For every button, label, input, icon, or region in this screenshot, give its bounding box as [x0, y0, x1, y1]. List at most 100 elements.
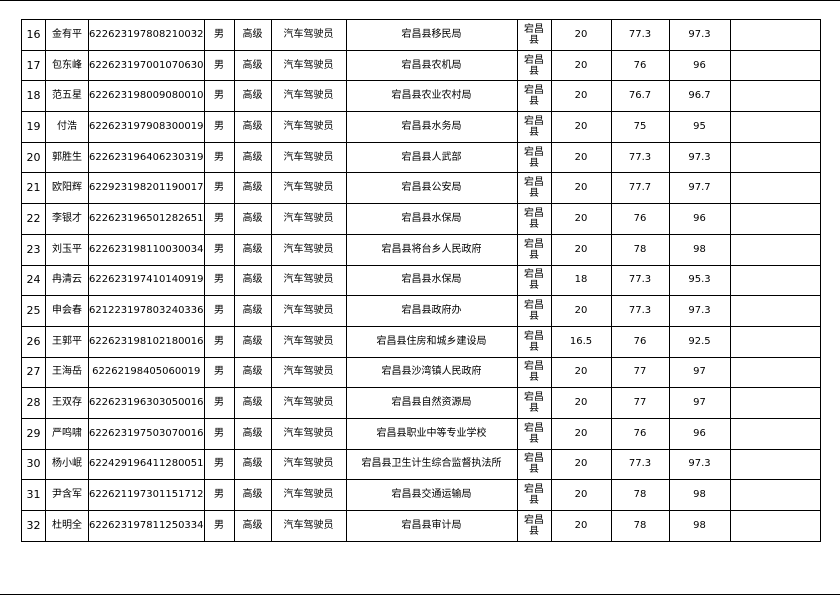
table-row: 19 付浩 622623197908300019 男高级 汽车驾驶员 宕昌县水务局 宕昌县 2…	[21, 111, 821, 143]
row-number: 16	[21, 19, 46, 51]
job-cell: 汽车驾驶员	[270, 479, 347, 511]
table-row: 32 杜明全 622623197811250334 男高级 汽车驾驶员 宕昌县审计局 宕昌县…	[21, 510, 821, 542]
county-cell: 宕昌县	[516, 417, 552, 450]
name-cell: 金有平	[45, 19, 89, 51]
score2-cell: 77.3	[610, 295, 670, 327]
score1-cell: 20	[550, 80, 612, 113]
gender-cell: 男	[203, 264, 235, 297]
level-cell: 高级	[233, 111, 272, 143]
row-number: 28	[21, 387, 46, 419]
row-number: 19	[21, 111, 46, 143]
gender-cell: 男	[203, 49, 235, 82]
id-number-cell: 622623197410140919	[88, 264, 205, 297]
name-cell: 王双存	[45, 387, 89, 419]
level-cell: 高级	[233, 203, 272, 235]
name-cell: 李银才	[45, 203, 89, 235]
level-cell: 高级	[233, 172, 272, 205]
job-cell: 汽车驾驶员	[270, 510, 347, 542]
level-cell: 高级	[233, 479, 272, 511]
unit-cell: 宕昌县住房和城乡建设局	[345, 325, 518, 358]
note-cell	[729, 387, 821, 419]
job-cell: 汽车驾驶员	[270, 295, 347, 327]
county-cell: 宕昌县	[516, 356, 552, 389]
score1-cell: 20	[550, 19, 612, 51]
row-number: 30	[21, 448, 46, 481]
county-cell: 宕昌县	[516, 172, 552, 205]
level-cell: 高级	[233, 448, 272, 481]
row-number: 31	[21, 479, 46, 511]
total-cell: 98	[668, 479, 731, 511]
table-row: 26 王郭平 622623198102180016 男高级 汽车驾驶员 宕昌县住房和城乡建…	[21, 325, 821, 358]
id-number-cell: 622429196411280051	[88, 448, 205, 481]
name-cell: 郭胜生	[45, 141, 89, 174]
name-cell: 范五星	[45, 80, 89, 113]
table-row: 20 郭胜生 622623196406230319 男高级 汽车驾驶员 宕昌县人武部 宕昌县…	[21, 141, 821, 174]
gender-cell: 男	[203, 417, 235, 450]
job-cell: 汽车驾驶员	[270, 387, 347, 419]
score2-cell: 75	[610, 111, 670, 143]
total-cell: 95.3	[668, 264, 731, 297]
job-cell: 汽车驾驶员	[270, 49, 347, 82]
total-cell: 97	[668, 387, 731, 419]
table-row: 23 刘玉平 622623198110030034 男高级 汽车驾驶员 宕昌县将台乡人民政…	[21, 233, 821, 266]
county-cell: 宕昌县	[516, 387, 552, 419]
table-row: 22 李银才 622623196501282651 男高级 汽车驾驶员 宕昌县水保局 宕昌县…	[21, 203, 821, 235]
score1-cell: 20	[550, 49, 612, 82]
row-number: 25	[21, 295, 46, 327]
level-cell: 高级	[233, 264, 272, 297]
level-cell: 高级	[233, 295, 272, 327]
note-cell	[729, 264, 821, 297]
table-row: 18 范五星 622623198009080010 男高级 汽车驾驶员 宕昌县农业农村局宕…	[21, 80, 821, 113]
job-cell: 汽车驾驶员	[270, 264, 347, 297]
table-row: 21 欧阳辉 622923198201190017 男高级 汽车驾驶员 宕昌县公安局 宕昌县…	[21, 172, 821, 205]
total-cell: 97	[668, 356, 731, 389]
name-cell: 杨小岷	[45, 448, 89, 481]
note-cell	[729, 448, 821, 481]
page-top-border	[0, 0, 840, 1]
gender-cell: 男	[203, 111, 235, 143]
gender-cell: 男	[203, 387, 235, 419]
level-cell: 高级	[233, 510, 272, 542]
total-cell: 97.3	[668, 448, 731, 481]
score2-cell: 77.3	[610, 19, 670, 51]
row-number: 22	[21, 203, 46, 235]
gender-cell: 男	[203, 80, 235, 113]
score2-cell: 76	[610, 49, 670, 82]
id-number-cell: 622623196501282651	[88, 203, 205, 235]
job-cell: 汽车驾驶员	[270, 417, 347, 450]
note-cell	[729, 417, 821, 450]
level-cell: 高级	[233, 49, 272, 82]
gender-cell: 男	[203, 325, 235, 358]
name-cell: 严鸣啸	[45, 417, 89, 450]
note-cell	[729, 295, 821, 327]
id-number-cell: 622623197808210032	[88, 19, 205, 51]
id-number-cell: 622621197301151712	[88, 479, 205, 511]
name-cell: 王郭平	[45, 325, 89, 358]
unit-cell: 宕昌县农机局	[345, 49, 518, 82]
gender-cell: 男	[203, 203, 235, 235]
id-number-cell: 622623198009080010	[88, 80, 205, 113]
level-cell: 高级	[233, 80, 272, 113]
unit-cell: 宕昌县将台乡人民政府	[345, 233, 518, 266]
id-number-cell: 622623197811250334	[88, 510, 205, 542]
level-cell: 高级	[233, 387, 272, 419]
row-number: 29	[21, 417, 46, 450]
level-cell: 高级	[233, 356, 272, 389]
job-cell: 汽车驾驶员	[270, 111, 347, 143]
unit-cell: 宕昌县自然资源局	[345, 387, 518, 419]
score2-cell: 76	[610, 325, 670, 358]
table-row: 17 包东峰 622623197001070630 男高级 汽车驾驶员 宕昌县农机局 宕昌县…	[21, 49, 821, 82]
county-cell: 宕昌县	[516, 49, 552, 82]
note-cell	[729, 80, 821, 113]
gender-cell: 男	[203, 356, 235, 389]
note-cell	[729, 19, 821, 51]
job-cell: 汽车驾驶员	[270, 233, 347, 266]
results-table: 16 金有平 622623197808210032 男高级 汽车驾驶员 宕昌县移民局 宕昌县…	[21, 19, 821, 542]
score1-cell: 20	[550, 295, 612, 327]
score1-cell: 20	[550, 448, 612, 481]
job-cell: 汽车驾驶员	[270, 80, 347, 113]
row-number: 21	[21, 172, 46, 205]
total-cell: 97.3	[668, 19, 731, 51]
county-cell: 宕昌县	[516, 448, 552, 481]
total-cell: 96	[668, 49, 731, 82]
